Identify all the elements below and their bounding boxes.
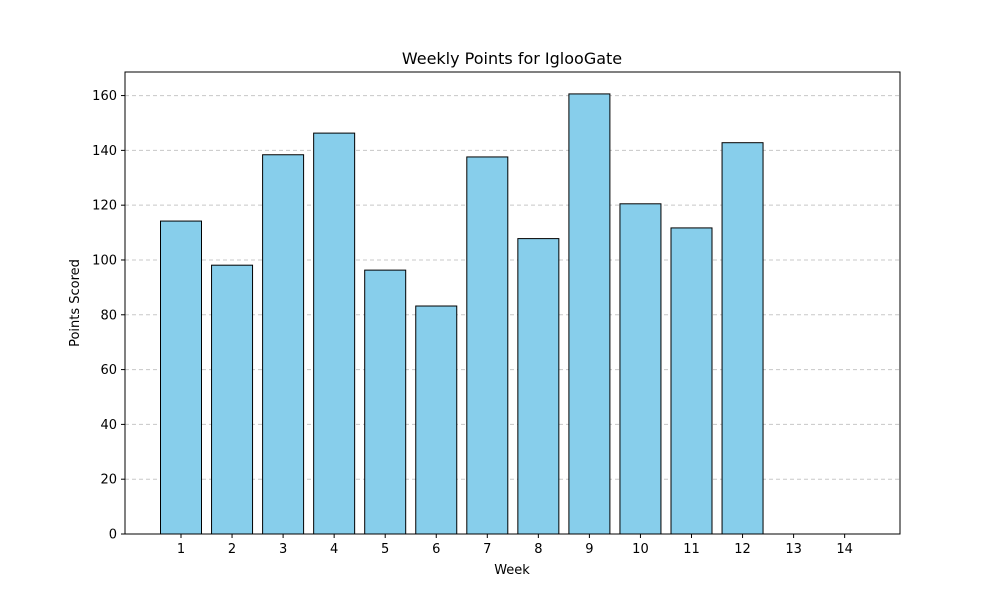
bar-week-12 [721, 142, 764, 535]
bars [160, 93, 764, 535]
x-tick-label: 14 [836, 542, 853, 557]
y-tick-label: 100 [92, 253, 117, 268]
y-tick-label: 0 [109, 528, 117, 543]
bar-week-11 [670, 227, 713, 535]
y-axis: 0 20 40 60 80 100 120 140 160 [92, 89, 125, 543]
x-axis-label: Week [494, 563, 530, 578]
bar-week-7 [466, 156, 509, 535]
y-axis-label: Points Scored [68, 259, 83, 347]
x-tick-label: 11 [683, 542, 700, 557]
bar-week-4 [313, 132, 356, 535]
y-tick-label: 80 [100, 308, 117, 323]
x-tick-label: 9 [585, 542, 593, 557]
x-tick-label: 12 [734, 542, 751, 557]
y-tick-label: 140 [92, 144, 117, 159]
chart-title: Weekly Points for IglooGate [402, 49, 622, 68]
bar-week-1 [160, 220, 202, 535]
x-tick-label: 6 [432, 542, 440, 557]
bar-week-6 [415, 305, 458, 535]
y-tick-label: 60 [100, 363, 117, 378]
bar-week-8 [517, 238, 560, 535]
x-tick-label: 8 [534, 542, 542, 557]
y-tick-label: 20 [100, 473, 117, 488]
gridlines [125, 95, 900, 480]
y-tick-label: 40 [100, 418, 117, 433]
x-tick-label: 13 [785, 542, 802, 557]
x-tick-label: 5 [381, 542, 389, 557]
x-tick-label: 4 [330, 542, 338, 557]
bar-week-3 [262, 154, 305, 535]
x-tick-label: 7 [483, 542, 491, 557]
x-tick-label: 10 [632, 542, 649, 557]
bar-week-10 [619, 203, 662, 535]
x-axis: 1 2 3 4 5 6 7 8 9 10 11 12 13 14 [177, 534, 853, 557]
x-tick-label: 3 [279, 542, 287, 557]
bar-week-2 [211, 264, 254, 535]
y-tick-label: 160 [92, 89, 117, 104]
y-tick-label: 120 [92, 199, 117, 214]
x-tick-label: 1 [177, 542, 185, 557]
bar-week-5 [364, 269, 407, 535]
x-tick-label: 2 [228, 542, 236, 557]
plot-frame [124, 71, 901, 535]
bar-week-9 [568, 93, 611, 535]
